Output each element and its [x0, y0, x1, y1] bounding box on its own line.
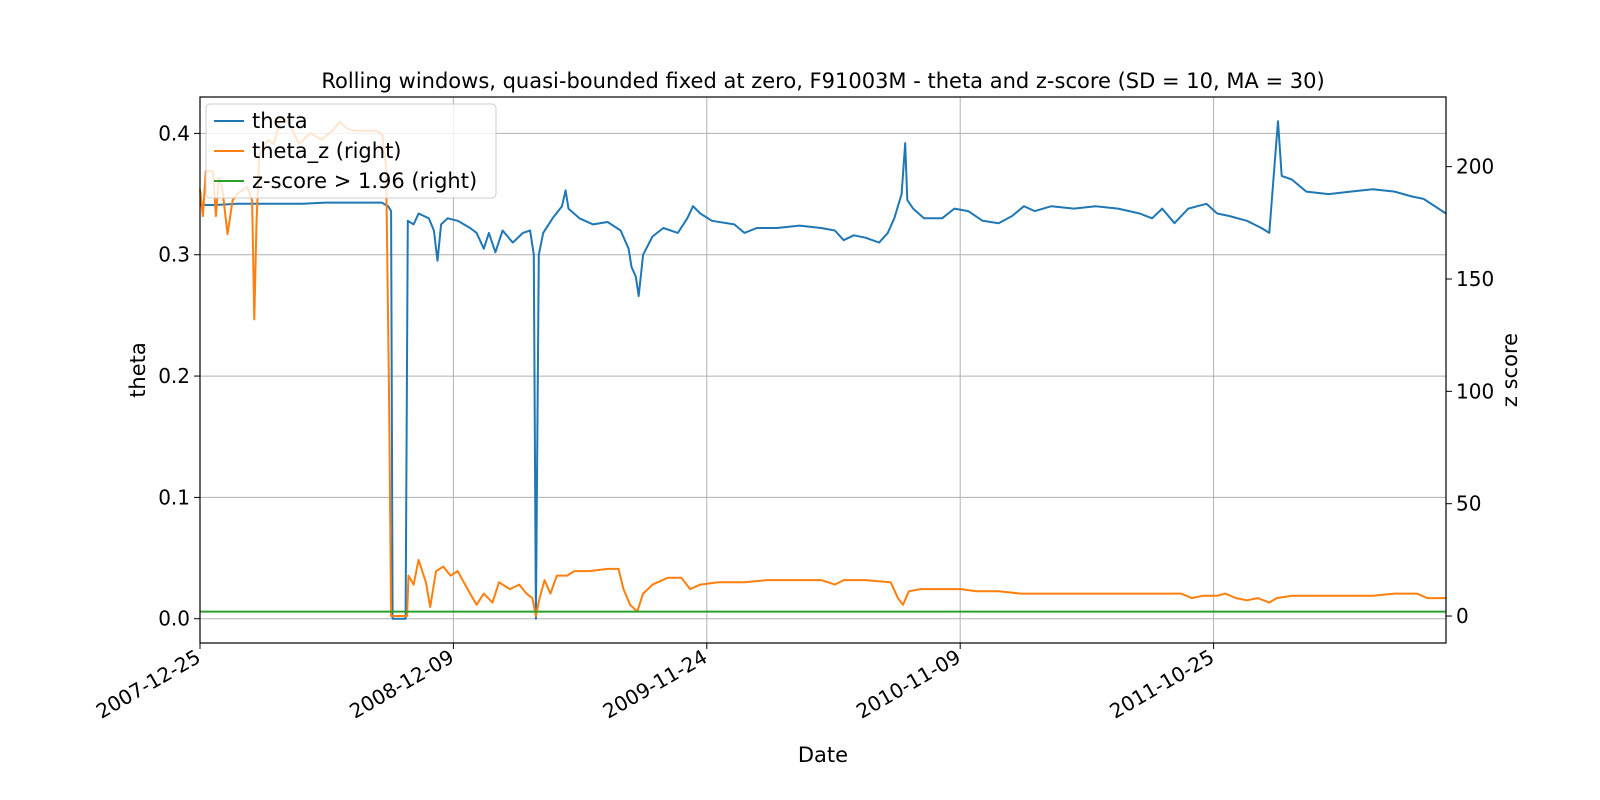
y-tick-label-left: 0.3 [158, 243, 190, 267]
y-tick-label-right: 200 [1456, 155, 1494, 179]
y-tick-label-left: 0.2 [158, 364, 190, 388]
y-tick-label-right: 150 [1456, 267, 1494, 291]
series-line-0 [200, 120, 1447, 620]
y-tick-label-right: 100 [1456, 379, 1494, 403]
legend-label: theta_z (right) [252, 139, 402, 164]
axes-frame [199, 96, 1447, 644]
y-axis-label-right: z score [1498, 333, 1522, 407]
y-tick-label-right: 0 [1456, 604, 1469, 628]
y-tick-label-left: 0.4 [158, 121, 190, 145]
y-axis-label-left: theta [126, 342, 150, 398]
legend-label: z-score > 1.96 (right) [252, 169, 477, 193]
x-axis-label: Date [798, 743, 848, 767]
legend: theta theta_z (right) z-score > 1.96 (righ… [205, 103, 497, 199]
chart-title: Rolling windows, quasi-bounded fixed at … [321, 69, 1324, 93]
y-tick-label-left: 0.1 [158, 485, 190, 509]
y-tick-label-right: 50 [1456, 492, 1481, 516]
legend-box [205, 103, 497, 199]
y-tick-label-left: 0.0 [158, 607, 190, 631]
legend-label: theta [252, 109, 308, 133]
